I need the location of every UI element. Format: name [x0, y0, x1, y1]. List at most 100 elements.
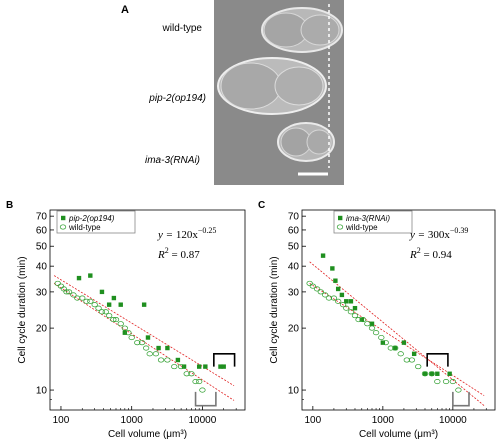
data-point-open — [387, 345, 394, 351]
data-point-filled — [401, 340, 407, 345]
legend-box — [333, 210, 413, 234]
data-point-open — [79, 295, 86, 301]
data-point-open — [91, 302, 98, 308]
legend-marker-filled — [338, 215, 343, 221]
fit-eq-coef: 300x — [428, 229, 451, 241]
data-point-open — [183, 371, 190, 377]
r2-label: R — [157, 249, 165, 261]
legend-entry: ima-3(RNAi) — [346, 214, 390, 223]
data-point-filled — [333, 278, 338, 283]
data-point-open — [110, 317, 117, 323]
r2-superscript: 2 — [165, 246, 169, 255]
data-point-open — [54, 280, 61, 286]
legend-marker-open — [59, 224, 67, 230]
y-tick-label: 50 — [36, 242, 48, 253]
data-point-open — [421, 371, 429, 377]
data-point-open — [347, 309, 355, 315]
data-point-open — [415, 364, 422, 370]
data-point-filled — [221, 364, 226, 369]
data-point-filled — [348, 299, 354, 304]
data-point-open — [330, 295, 338, 301]
label-ima-3: ima-3(RNAi) — [145, 155, 200, 166]
y-tick-label: 20 — [36, 324, 48, 335]
r2-value: = 0.87 — [169, 249, 200, 261]
panel-a-letter: A — [121, 4, 129, 16]
data-point-filled — [99, 289, 105, 295]
bracket-bottom — [452, 391, 470, 407]
y-tick-label: 30 — [36, 287, 48, 298]
fit-eq-exp: −0.39 — [450, 226, 469, 235]
data-point-open — [95, 305, 102, 311]
data-point-open — [105, 313, 113, 319]
data-point-open — [322, 292, 329, 298]
y-tick-label: 70 — [288, 212, 300, 223]
data-point-filled — [156, 345, 161, 351]
data-point-open — [125, 330, 132, 336]
data-point-filled — [447, 371, 452, 376]
y-tick-label: 10 — [288, 386, 300, 397]
data-point-open — [382, 340, 389, 346]
data-point-open — [368, 325, 376, 331]
data-point-open — [87, 298, 94, 304]
data-point-filled — [339, 292, 345, 298]
fit-line — [309, 261, 485, 406]
y-tick-label: 10 — [36, 386, 48, 397]
data-point-open — [378, 334, 385, 341]
data-point-open — [98, 309, 106, 315]
data-point-open — [146, 351, 153, 357]
y-tick-label: 40 — [36, 262, 48, 273]
data-point-filled — [218, 364, 223, 369]
data-point-open — [325, 295, 333, 301]
plot-frame — [301, 209, 496, 411]
x-tick-label: 100 — [305, 415, 322, 426]
y-tick-label: 20 — [288, 324, 300, 335]
data-point-open — [196, 378, 203, 385]
data-point-open — [364, 321, 371, 327]
data-point-filled — [330, 266, 335, 271]
label-wild-type: wild-type — [162, 23, 202, 34]
data-point-filled — [122, 330, 128, 335]
fit-eq-exp: −0.25 — [198, 226, 217, 235]
data-point-filled — [359, 317, 364, 322]
data-point-filled — [369, 321, 375, 326]
y-axis-label: Cell cycle duration (min) — [269, 256, 280, 363]
data-point-open — [392, 345, 399, 351]
data-point-open — [351, 313, 359, 319]
data-point-filled — [429, 371, 434, 376]
data-point-open — [112, 317, 120, 323]
data-point-filled — [203, 364, 208, 369]
x-tick-label: 10000 — [439, 415, 467, 426]
data-point-open — [63, 289, 70, 295]
data-point-open — [83, 298, 90, 304]
data-point-open — [199, 387, 206, 393]
r-squared: R2 = 0.87 — [157, 246, 200, 261]
fit-eq-prefix: y = — [157, 229, 176, 241]
data-point-open — [372, 330, 380, 336]
x-tick-label: 100 — [53, 415, 70, 426]
x-tick-label: 10000 — [189, 415, 217, 426]
legend-marker-filled — [61, 215, 66, 221]
legend-marker-open — [336, 224, 344, 230]
y-tick-label: 60 — [36, 225, 48, 236]
fit-eq-prefix: y = — [409, 229, 428, 241]
fit-line — [309, 283, 485, 396]
data-point-open — [157, 357, 165, 363]
data-point-filled — [145, 335, 151, 340]
data-point-open — [134, 340, 141, 346]
data-point-filled — [76, 275, 82, 281]
data-point-open — [117, 321, 124, 327]
r2-value: = 0.94 — [421, 249, 452, 261]
data-point-filled — [175, 357, 181, 363]
data-point-open — [142, 345, 150, 351]
data-point-open — [152, 351, 160, 357]
data-point-filled — [435, 371, 440, 376]
data-point-open — [455, 387, 462, 393]
y-tick-label: 40 — [288, 262, 300, 273]
data-point-open — [408, 357, 416, 363]
data-point-open — [306, 280, 313, 286]
fit-eq-coef: 120x — [176, 229, 199, 241]
data-point-open — [339, 302, 347, 308]
x-tick-label: 1000 — [121, 415, 144, 426]
data-point-open — [102, 309, 109, 315]
